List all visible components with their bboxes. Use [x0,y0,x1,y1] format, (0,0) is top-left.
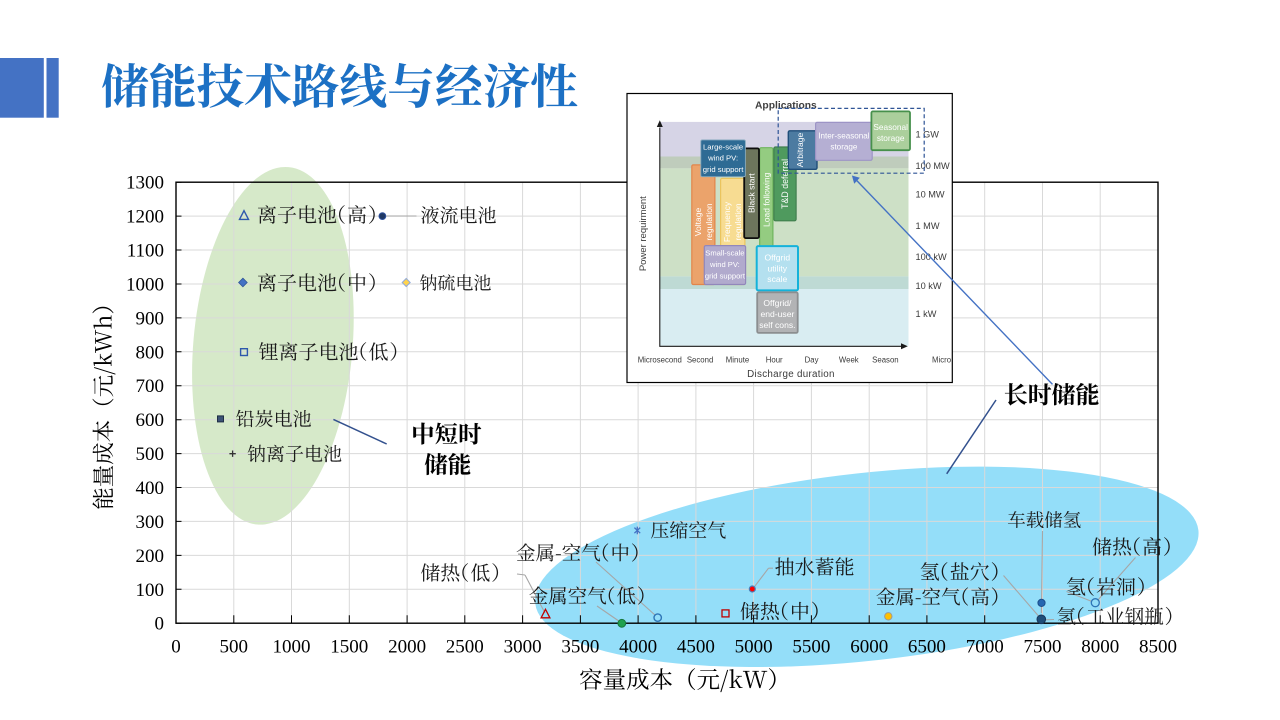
svg-text:Frequency: Frequency [722,201,732,242]
svg-text:900: 900 [136,308,165,329]
svg-text:Season: Season [872,356,898,365]
svg-text:storage: storage [877,133,905,143]
svg-text:700: 700 [136,376,165,397]
svg-text:Voltage: Voltage [693,208,703,237]
svg-text:200: 200 [136,546,165,567]
svg-text:scale: scale [767,274,787,284]
svg-text:self cons.: self cons. [759,320,795,330]
svg-text:5000: 5000 [735,637,773,658]
svg-text:4500: 4500 [677,637,715,658]
svg-text:Offgrid: Offgrid [764,253,790,263]
svg-text:8000: 8000 [1081,637,1119,658]
svg-text:Seasonal: Seasonal [873,122,908,132]
svg-text:0: 0 [171,637,181,658]
svg-text:3500: 3500 [561,637,599,658]
svg-text:6000: 6000 [850,637,888,658]
svg-text:100: 100 [136,580,165,601]
svg-text:storage: storage [830,143,857,152]
svg-text:4000: 4000 [619,637,657,658]
svg-text:Load following: Load following [761,172,771,227]
svg-text:regulation: regulation [704,203,714,241]
svg-text:7000: 7000 [966,637,1004,658]
svg-text:800: 800 [136,342,165,363]
svg-text:Small-scale: Small-scale [705,249,744,258]
svg-text:7500: 7500 [1024,637,1062,658]
svg-text:1100: 1100 [127,241,164,262]
svg-text:600: 600 [136,410,165,431]
svg-text:1500: 1500 [330,637,368,658]
svg-text:100 MW: 100 MW [916,161,951,171]
svg-text:500: 500 [136,444,165,465]
svg-text:1200: 1200 [126,207,164,228]
svg-text:1000: 1000 [273,637,311,658]
svg-text:100 kW: 100 kW [916,252,947,262]
svg-text:500: 500 [220,637,249,658]
svg-text:8500: 8500 [1139,637,1177,658]
svg-text:1000: 1000 [126,275,164,296]
svg-text:10 kW: 10 kW [916,281,942,291]
svg-text:3000: 3000 [504,637,542,658]
svg-text:1 kW: 1 kW [916,309,937,319]
svg-text:0: 0 [155,614,165,635]
svg-text:Inter-seasonal: Inter-seasonal [818,132,869,141]
svg-text:utility: utility [768,263,788,273]
svg-text:Discharge duration: Discharge duration [747,369,835,380]
svg-text:end-user: end-user [760,309,794,319]
svg-text:Arbitrage: Arbitrage [795,132,805,167]
svg-text:400: 400 [136,478,165,499]
svg-text:6500: 6500 [908,637,946,658]
svg-text:Hour: Hour [766,356,783,365]
svg-text:Second: Second [687,356,713,365]
svg-text:Offgrid/: Offgrid/ [763,298,792,308]
svg-text:Black start: Black start [747,173,757,213]
svg-text:Large-scale: Large-scale [703,142,743,151]
svg-text:Day: Day [805,356,819,365]
svg-text:300: 300 [136,512,165,533]
svg-text:10 MW: 10 MW [916,190,945,200]
svg-text:Microsecond: Microsecond [638,356,682,365]
svg-text:Week: Week [839,356,859,365]
svg-text:1 GW: 1 GW [916,130,940,140]
svg-text:wind PV:: wind PV: [709,260,740,269]
svg-text:wind PV:: wind PV: [707,154,738,163]
svg-text:regulation: regulation [733,203,743,241]
svg-text:1300: 1300 [126,173,164,194]
svg-text:Micro: Micro [932,356,952,365]
svg-text:Minute: Minute [726,356,749,365]
svg-text:grid support: grid support [703,165,744,174]
svg-text:grid support: grid support [705,271,746,280]
svg-text:1 MW: 1 MW [916,221,940,231]
svg-text:2500: 2500 [446,637,484,658]
svg-text:2000: 2000 [388,637,426,658]
svg-text:Power requirment: Power requirment [638,196,649,271]
svg-text:5500: 5500 [792,637,830,658]
svg-text:T&D deferral: T&D deferral [780,159,790,209]
svg-text:Applications: Applications [755,100,817,111]
